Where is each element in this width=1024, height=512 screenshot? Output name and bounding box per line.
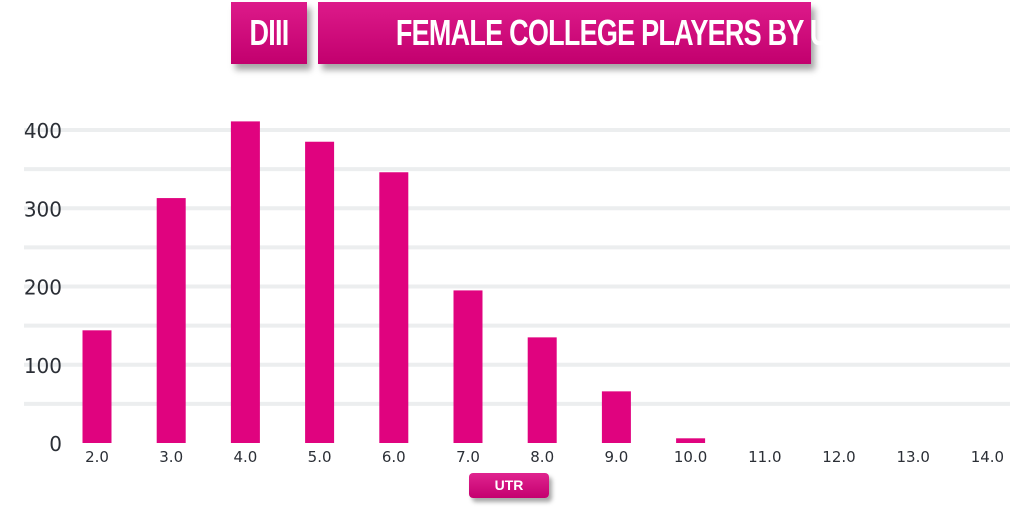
bar-8.0 [527,337,557,443]
title-banner: FEMALE COLLEGE PLAYERS BY UTR [318,2,864,64]
bar-5.0 [305,141,335,444]
bar-9.0 [601,391,631,443]
x-tick-label: 3.0 [159,448,183,466]
gridline [24,206,1010,211]
x-tick-label: 5.0 [308,448,332,466]
x-tick-label: 10.0 [674,448,707,466]
x-tick-label: 11.0 [748,448,781,466]
gridline [24,401,1010,406]
y-tick-label: 400 [24,119,62,143]
x-tick-label: 13.0 [896,448,929,466]
gridline [24,362,1010,367]
x-tick-label: 8.0 [530,448,554,466]
division-label: DIII [249,12,289,53]
bar-3.0 [156,198,186,443]
y-tick-label: 300 [24,197,62,221]
x-tick-label: 12.0 [822,448,855,466]
gridline [24,245,1010,250]
x-tick-label: 2.0 [85,448,109,466]
gridline [24,323,1010,328]
bar-4.0 [230,121,260,443]
x-tick-label: 6.0 [382,448,406,466]
y-tick-label: 0 [49,432,62,456]
gridline [24,167,1010,172]
gridline [24,128,1010,132]
division-banner: DIII [231,2,307,64]
x-tick-label: 9.0 [604,448,628,466]
y-tick-label: 200 [24,276,62,300]
x-tick-label: 14.0 [971,448,1004,466]
bar-7.0 [453,290,483,443]
bar-6.0 [379,172,409,443]
y-tick-label: 100 [24,354,62,378]
bar-10.0 [676,438,706,443]
bar-2.0 [82,330,112,443]
x-tick-label: 4.0 [233,448,257,466]
x-axis-label: UTR [469,473,549,498]
gridline [24,284,1010,289]
x-tick-label: 7.0 [456,448,480,466]
chart-title: FEMALE COLLEGE PLAYERS BY UTR [395,12,864,53]
